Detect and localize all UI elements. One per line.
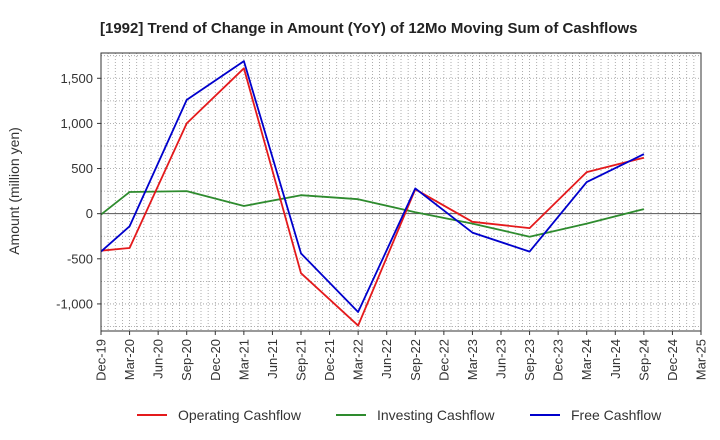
y-tick-label: 0 bbox=[86, 206, 93, 221]
series-line-free-cashflow bbox=[100, 60, 645, 313]
y-tick-label: 500 bbox=[71, 161, 93, 176]
x-tick-labels: Dec-19 Mar-20 Jun-20 Sep-20 Dec-20 Mar-21 Jun-… bbox=[94, 331, 709, 381]
x-tick-label: Jun-22 bbox=[379, 339, 394, 379]
y-tick-label: 1,500 bbox=[60, 71, 93, 86]
x-tick-label: Mar-23 bbox=[465, 339, 480, 380]
y-tick-labels: -1,000 -500 0 500 1,000 1,500 bbox=[56, 71, 101, 311]
x-tick-label: Dec-21 bbox=[322, 339, 337, 381]
legend: Operating Cashflow Investing Cashflow Free… bbox=[137, 407, 662, 423]
x-tick-label: Sep-22 bbox=[408, 339, 423, 381]
legend-label-free-cashflow: Free Cashflow bbox=[571, 407, 662, 423]
legend-label-operating-cashflow: Operating Cashflow bbox=[178, 407, 302, 423]
x-tick-label: Jun-23 bbox=[494, 339, 509, 379]
x-tick-label: Mar-21 bbox=[236, 339, 251, 380]
series-line-operating-cashflow bbox=[100, 67, 645, 327]
x-tick-label: Sep-24 bbox=[636, 339, 651, 381]
x-tick-label: Mar-22 bbox=[351, 339, 366, 380]
legend-label-investing-cashflow: Investing Cashflow bbox=[377, 407, 495, 423]
x-tick-label: Dec-22 bbox=[436, 339, 451, 381]
x-tick-label: Sep-20 bbox=[179, 339, 194, 381]
series-layer bbox=[100, 60, 645, 327]
grid-layer bbox=[101, 53, 701, 331]
x-tick-label: Dec-24 bbox=[665, 339, 680, 381]
x-tick-label: Dec-20 bbox=[208, 339, 223, 381]
chart-title: [1992] Trend of Change in Amount (YoY) o… bbox=[100, 20, 638, 37]
series-line-investing-cashflow bbox=[100, 190, 645, 238]
y-tick-label: -1,000 bbox=[56, 296, 93, 311]
x-tick-label: Sep-23 bbox=[522, 339, 537, 381]
x-tick-label: Jun-24 bbox=[608, 339, 623, 379]
plot-frame bbox=[100, 52, 702, 332]
y-tick-label: 1,000 bbox=[60, 116, 93, 131]
x-tick-label: Mar-20 bbox=[122, 339, 137, 380]
x-tick-label: Sep-21 bbox=[294, 339, 309, 381]
x-tick-label: Jun-21 bbox=[265, 339, 280, 379]
x-tick-label: Dec-23 bbox=[551, 339, 566, 381]
y-tick-label: -500 bbox=[67, 251, 93, 266]
x-tick-label: Jun-20 bbox=[151, 339, 166, 379]
x-tick-label: Mar-25 bbox=[694, 339, 709, 380]
y-axis-label: Amount (million yen) bbox=[6, 127, 22, 255]
x-tick-label: Dec-19 bbox=[94, 339, 109, 381]
x-tick-label: Mar-24 bbox=[579, 339, 594, 380]
